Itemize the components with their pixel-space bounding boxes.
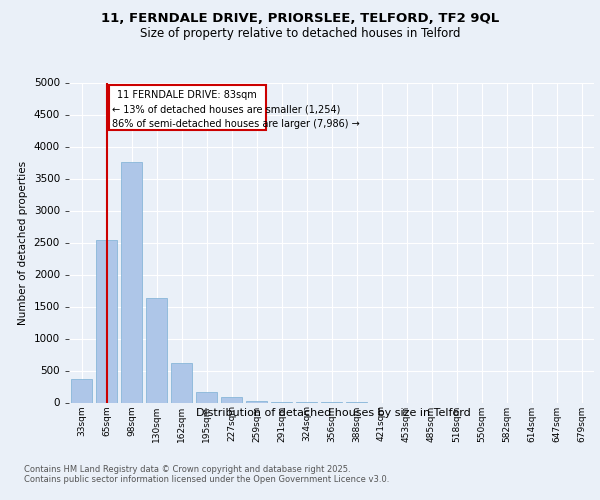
Bar — [246, 401, 267, 402]
Bar — [121, 162, 142, 402]
Text: ← 13% of detached houses are smaller (1,254): ← 13% of detached houses are smaller (1,… — [112, 105, 341, 115]
Y-axis label: Number of detached properties: Number of detached properties — [18, 160, 28, 324]
Text: Distribution of detached houses by size in Telford: Distribution of detached houses by size … — [196, 408, 470, 418]
Text: Size of property relative to detached houses in Telford: Size of property relative to detached ho… — [140, 28, 460, 40]
Bar — [96, 240, 117, 402]
Text: Contains HM Land Registry data © Crown copyright and database right 2025.: Contains HM Land Registry data © Crown c… — [24, 465, 350, 474]
Bar — [146, 298, 167, 403]
Text: 86% of semi-detached houses are larger (7,986) →: 86% of semi-detached houses are larger (… — [112, 119, 360, 129]
Text: Contains public sector information licensed under the Open Government Licence v3: Contains public sector information licen… — [24, 475, 389, 484]
Bar — [221, 398, 242, 402]
Bar — [171, 364, 192, 403]
Text: 11 FERNDALE DRIVE: 83sqm: 11 FERNDALE DRIVE: 83sqm — [118, 90, 257, 100]
Bar — [71, 379, 92, 402]
FancyBboxPatch shape — [109, 85, 266, 130]
Text: 11, FERNDALE DRIVE, PRIORSLEE, TELFORD, TF2 9QL: 11, FERNDALE DRIVE, PRIORSLEE, TELFORD, … — [101, 12, 499, 26]
Bar — [196, 392, 217, 402]
